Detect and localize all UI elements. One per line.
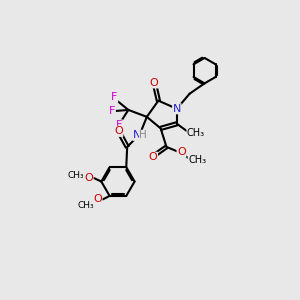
Text: F: F	[116, 120, 122, 130]
Text: O: O	[177, 147, 186, 157]
Text: O: O	[114, 126, 123, 136]
Text: O: O	[93, 194, 102, 204]
Text: F: F	[111, 92, 118, 102]
Text: N: N	[173, 104, 181, 114]
Text: O: O	[84, 172, 93, 183]
Text: O: O	[149, 78, 158, 88]
Text: CH₃: CH₃	[67, 171, 84, 180]
Text: CH₃: CH₃	[78, 201, 94, 210]
Text: CH₃: CH₃	[187, 128, 205, 138]
Text: N: N	[133, 130, 141, 140]
Text: CH₃: CH₃	[188, 154, 206, 165]
Text: O: O	[149, 152, 158, 162]
Text: H: H	[140, 130, 147, 140]
Text: F: F	[109, 106, 116, 116]
